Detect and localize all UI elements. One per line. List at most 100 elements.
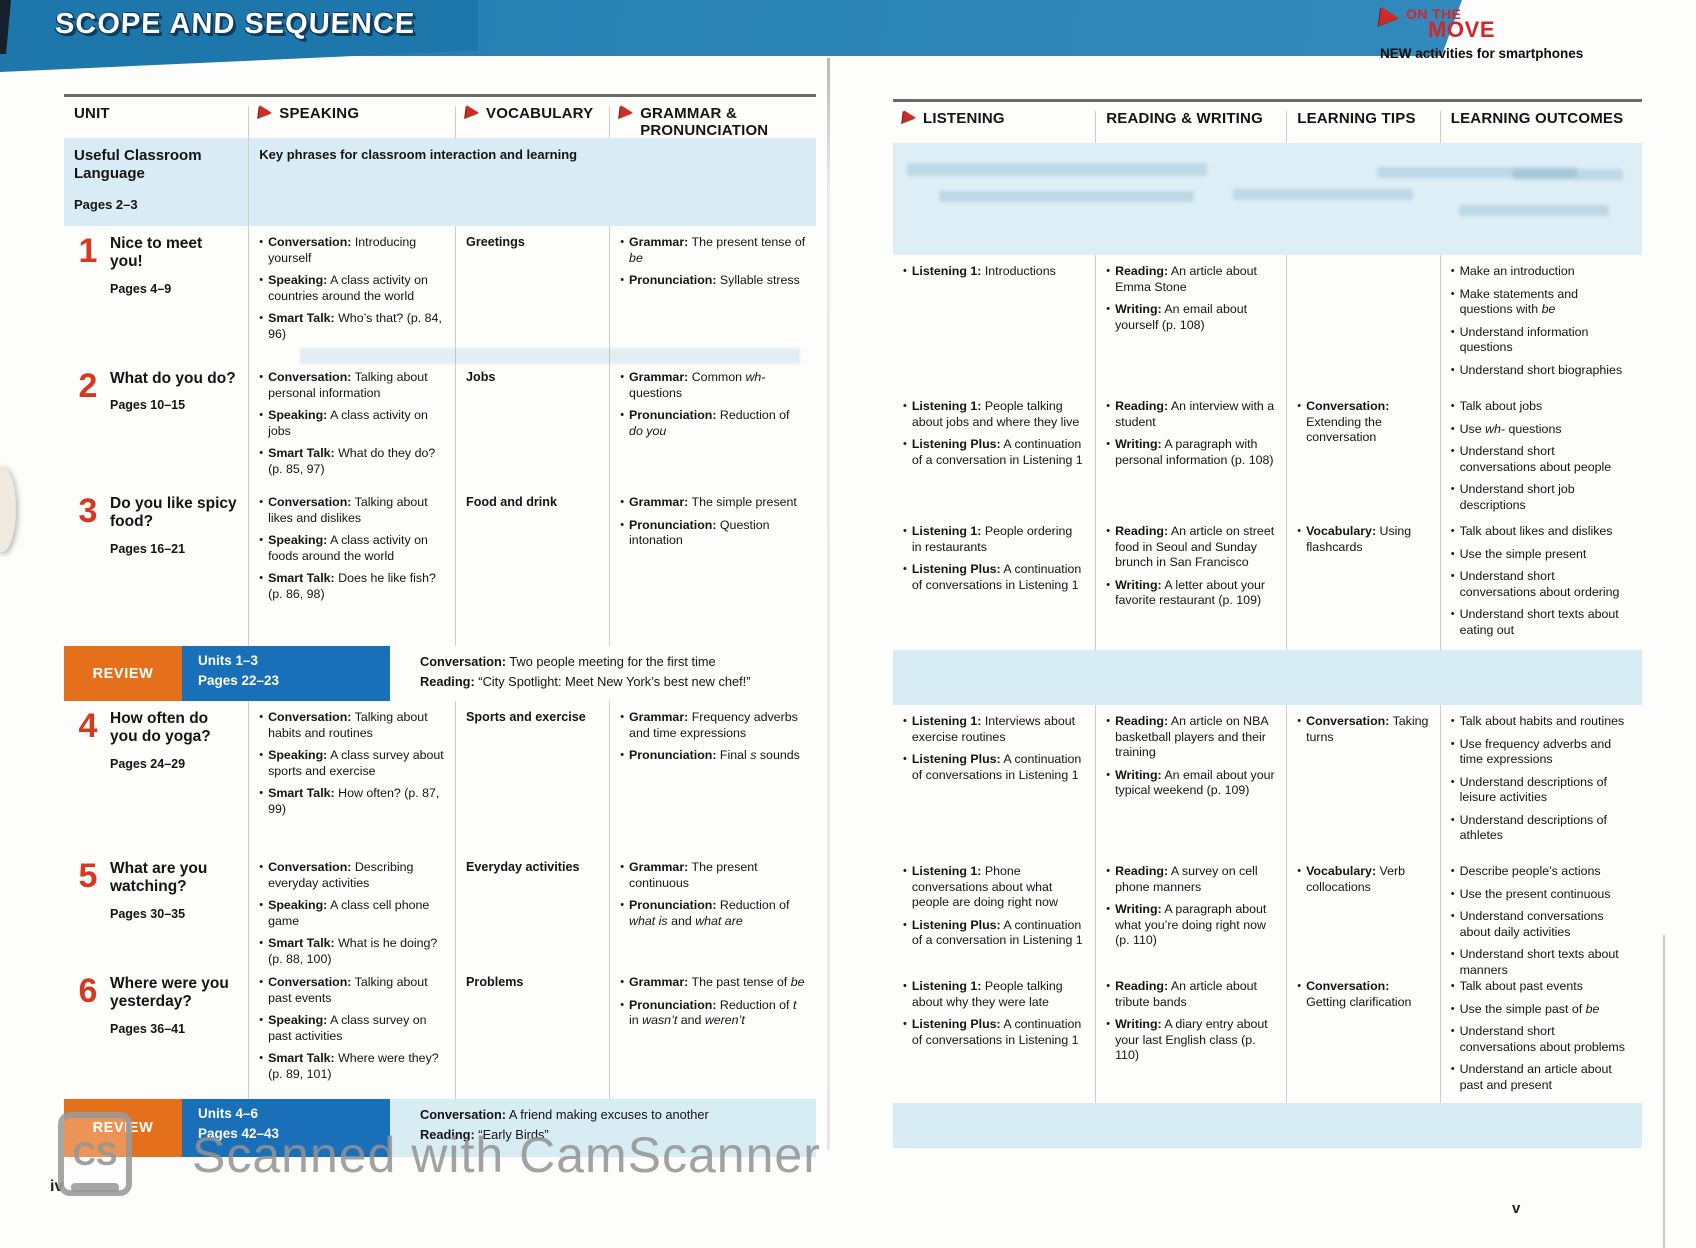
- bullet-item: • Writing: A paragraph about what you’re …: [1106, 902, 1267, 947]
- bullet-icon: •: [1450, 1063, 1455, 1075]
- logo-row: ON THE MOVE: [1378, 6, 1680, 41]
- bleed-through-artifact: [300, 348, 800, 364]
- bullet-icon: •: [903, 1018, 907, 1030]
- bullet-item: • Conversation: Talking about likes and d…: [259, 495, 428, 525]
- outcome-item: • Use the simple present: [1450, 546, 1587, 561]
- listening-cell: • Listening 1: Interviews about exercise …: [893, 705, 1095, 855]
- bullet-item: • Writing: An email about your typical we…: [1106, 767, 1275, 798]
- review-line: Conversation: Two people meeting for the…: [420, 654, 716, 669]
- bullet-item: • Listening 1: Interviews about exercise …: [903, 714, 1076, 744]
- bullet-icon: •: [903, 865, 907, 877]
- unit-row-right: • Listening 1: People talking about why t…: [893, 970, 1642, 1103]
- bullet-item: • Pronunciation: Reduction of t in wasn’t…: [620, 997, 797, 1028]
- bullet-icon: •: [903, 753, 907, 765]
- learning-tips-cell: • Conversation: Taking turns: [1286, 705, 1440, 855]
- bullet-icon: •: [903, 980, 907, 992]
- bullet-item: • Writing: A diary entry about your last …: [1106, 1017, 1268, 1062]
- left-rows-container: Useful Classroom Language Pages 2–3 Key p…: [64, 138, 816, 1157]
- unit-title: What do you do?: [110, 370, 236, 387]
- bullet-item: • Listening Plus: A continuation of a con…: [903, 437, 1083, 467]
- column-header-learning-outcomes: LEARNING OUTCOMES: [1439, 110, 1642, 143]
- bullet-item: • Conversation: Introducing yourself: [259, 235, 417, 265]
- outcome-item: • Describe people’s actions: [1450, 864, 1601, 878]
- classroom-title: Useful Classroom Language: [74, 147, 202, 182]
- column-header-label: LEARNING TIPS: [1297, 110, 1416, 127]
- review-badge: REVIEW: [64, 646, 182, 701]
- review-text: Conversation: Two people meeting for the…: [390, 646, 816, 701]
- outcome-item: • Talk about past events: [1450, 979, 1583, 993]
- vocabulary-topic: Everyday activities: [466, 860, 580, 874]
- review-units: Units 4–6: [198, 1106, 259, 1121]
- bleed-through-stripe: [893, 650, 1642, 705]
- bullet-icon: •: [259, 899, 264, 911]
- learning-outcomes-cell: • Make an introduction • Make statements an…: [1439, 255, 1642, 390]
- outcome-item: • Understand an article about past and pr…: [1450, 1062, 1612, 1092]
- bullet-icon: •: [1297, 525, 1302, 537]
- unit-pages: Pages 30–35: [110, 906, 186, 921]
- bullet-icon: •: [1106, 768, 1111, 781]
- unit-number: 2: [78, 367, 98, 405]
- review-units-pages: Units 4–6 Pages 42–43: [182, 1099, 390, 1157]
- bullet-icon: •: [1106, 865, 1111, 877]
- bullet-icon: •: [259, 1014, 264, 1026]
- bullet-item: • Speaking: A class activity on jobs: [259, 408, 428, 438]
- bullet-item: • Smart Talk: Where were they? (p. 89, 10…: [259, 1051, 439, 1081]
- page-title: SCOPE AND SEQUENCE: [54, 8, 416, 40]
- reading-writing-cell: • Reading: An article on street food in S…: [1095, 515, 1286, 650]
- bullet-item: • Speaking: A class survey about sports a…: [259, 748, 444, 778]
- bullet-icon: •: [1450, 980, 1455, 992]
- bleed-artifact: [1459, 205, 1609, 216]
- vocabulary-topic: Food and drink: [466, 495, 557, 509]
- bullet-icon: •: [1106, 400, 1111, 412]
- outcome-item: • Talk about jobs: [1450, 399, 1543, 413]
- speaking-cell: • Conversation: Describing everyday activ…: [248, 851, 455, 966]
- bullet-item: • Smart Talk: How often? (p. 87, 99): [259, 786, 440, 816]
- bullet-item: • Listening 1: People ordering in restaur…: [903, 524, 1073, 554]
- bullet-icon: •: [1450, 715, 1455, 727]
- bullet-icon: •: [259, 447, 264, 459]
- bullet-item: • Grammar: The present tense of be: [620, 235, 806, 265]
- outcome-item: • Talk about likes and dislikes: [1450, 524, 1613, 538]
- review-badge: REVIEW: [64, 1099, 182, 1157]
- outcome-item: • Understand conversations about daily ac…: [1450, 909, 1604, 939]
- bullet-icon: •: [620, 899, 625, 911]
- bullet-icon: •: [259, 749, 264, 761]
- bullet-icon: •: [903, 918, 907, 931]
- classroom-key-cell: Key phrases for classroom interaction an…: [248, 138, 816, 226]
- vocabulary-cell: Greetings: [455, 226, 609, 361]
- bullet-item: • Listening Plus: A continuation of conve…: [903, 562, 1082, 592]
- bullet-item: • Reading: An article about tribute bands: [1106, 979, 1257, 1009]
- bullet-item: • Listening Plus: A continuation of conve…: [903, 1017, 1082, 1047]
- listening-cell: • Listening 1: Introductions: [893, 255, 1095, 390]
- unit-cell: 2 What do you do? Pages 10–15: [64, 361, 248, 486]
- bullet-icon: •: [1106, 265, 1111, 277]
- learning-outcomes-cell: • Describe people’s actions • Use the prese…: [1439, 855, 1642, 977]
- vocabulary-cell: Everyday activities: [455, 851, 609, 966]
- bullet-icon: •: [1450, 525, 1455, 537]
- bullet-icon: •: [1106, 1018, 1111, 1030]
- bullet-icon: •: [1106, 525, 1111, 537]
- bullet-item: • Speaking: A class activity on countries…: [259, 273, 428, 303]
- unit-title: What are you watching?: [110, 860, 208, 896]
- column-header-label: LISTENING: [923, 110, 1005, 127]
- bullet-icon: •: [259, 312, 264, 324]
- review-line: Conversation: A friend making excuses to…: [420, 1107, 709, 1122]
- grammar-pronunciation-cell: • Grammar: The present tense of be • Pronun…: [609, 226, 816, 361]
- bullet-item: • Conversation: Talking about personal in…: [259, 370, 428, 400]
- bullet-icon: •: [259, 1052, 264, 1064]
- outcome-item: • Make statements and questions with be: [1450, 286, 1579, 317]
- bullet-icon: •: [620, 749, 625, 761]
- unit-pages: Pages 10–15: [110, 398, 186, 413]
- bullet-item: • Vocabulary: Using flashcards: [1297, 524, 1412, 554]
- outcome-item: • Understand short conversations about pe…: [1450, 444, 1612, 474]
- left-page-table: UNIT SPEAKING VOCABULARY GRAMMAR & PRONU…: [64, 94, 816, 1157]
- unit-title: Nice to meet you!: [110, 235, 203, 271]
- column-header-speaking: SPEAKING: [248, 105, 455, 138]
- outcome-item: • Understand short texts about manners: [1450, 947, 1619, 977]
- bullet-item: • Smart Talk: Does he like fish? (p. 86, …: [259, 571, 436, 601]
- bullet-item: • Reading: A survey on cell phone manners: [1106, 864, 1258, 894]
- bullet-item: • Reading: An article on NBA basketball p…: [1106, 714, 1268, 759]
- bullet-item: • Reading: An article on street food in S…: [1106, 524, 1275, 569]
- reading-writing-cell: • Reading: An article about tribute bands…: [1095, 970, 1286, 1103]
- bullet-icon: •: [259, 534, 264, 546]
